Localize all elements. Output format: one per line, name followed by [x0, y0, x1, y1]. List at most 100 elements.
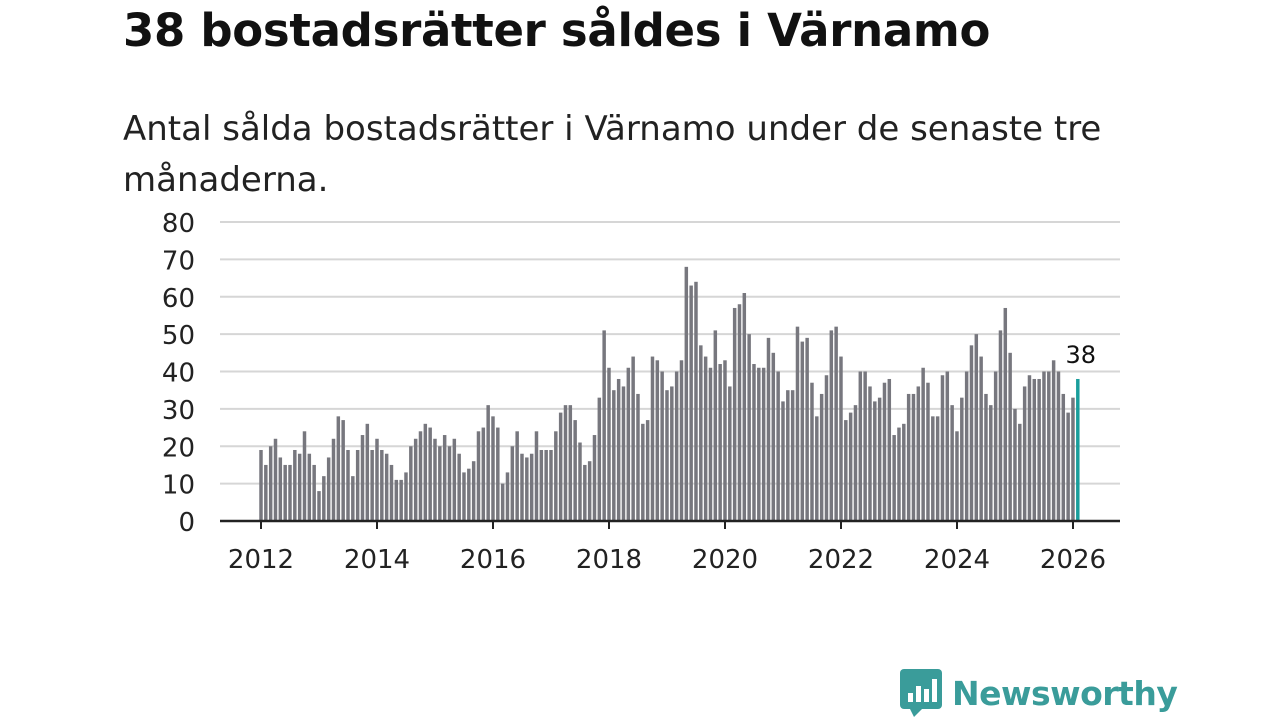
bar [761, 367, 766, 521]
bar [732, 307, 737, 521]
bar [974, 334, 979, 522]
bar [950, 405, 954, 521]
bar [931, 416, 935, 521]
bar [331, 438, 336, 521]
bar [515, 431, 519, 521]
newsworthy-logo: Newsworthy [900, 668, 1178, 718]
bar [834, 326, 838, 521]
bar [766, 337, 771, 521]
bar [365, 423, 370, 521]
last-value-label: 38 [1066, 341, 1097, 369]
bar [752, 364, 756, 521]
bar [776, 371, 780, 521]
bar [583, 464, 587, 521]
bar [723, 360, 727, 521]
bar [1071, 397, 1075, 521]
bar [824, 375, 829, 521]
bar [616, 378, 621, 521]
bar [1047, 371, 1051, 521]
bar [960, 397, 964, 521]
bar [322, 476, 326, 521]
bar [264, 464, 268, 521]
bar [892, 435, 896, 521]
bar [423, 423, 428, 521]
bar [703, 356, 708, 521]
bar [399, 479, 403, 521]
x-tick-label: 2020 [692, 545, 758, 575]
bar [471, 461, 476, 521]
bar [805, 337, 809, 521]
bar [853, 405, 858, 521]
bar [467, 468, 471, 521]
bar [418, 431, 423, 521]
bar [496, 427, 500, 521]
bar-latest [1076, 378, 1080, 521]
bar [979, 356, 983, 521]
y-tick-label: 40 [162, 359, 195, 389]
bar [902, 423, 906, 521]
bar [916, 386, 921, 521]
bar [1022, 386, 1027, 521]
bar [631, 356, 635, 521]
bar [699, 345, 703, 521]
bar [602, 330, 606, 521]
bar [380, 449, 384, 521]
bar [307, 453, 312, 521]
bar [713, 330, 718, 521]
bar [351, 476, 355, 521]
bar [273, 438, 278, 521]
bar [554, 431, 558, 521]
bar [887, 378, 892, 521]
x-tick-label: 2014 [344, 545, 410, 575]
bar [293, 449, 297, 521]
bar [433, 438, 437, 521]
bar [786, 390, 790, 521]
bar [998, 330, 1003, 521]
bar [810, 382, 814, 521]
bar [728, 386, 732, 521]
bar [742, 293, 747, 521]
y-axis-ticks: 0 10 20 30 40 50 60 70 80 [162, 209, 195, 538]
bar [375, 438, 379, 521]
bar [491, 416, 495, 521]
bar [670, 386, 674, 521]
y-tick-label: 60 [162, 284, 195, 314]
bar [447, 446, 452, 521]
x-tick-label: 2026 [1040, 545, 1106, 575]
bar [964, 371, 969, 521]
x-tick-label: 2012 [228, 545, 294, 575]
bar [302, 431, 307, 521]
bar [592, 435, 597, 521]
bar [1003, 307, 1008, 521]
bar [969, 345, 974, 521]
bar [694, 281, 698, 521]
bar [360, 435, 365, 521]
bar [906, 393, 911, 521]
bar [873, 401, 877, 521]
bar [955, 431, 959, 521]
bar [409, 446, 413, 521]
bar [1051, 360, 1056, 521]
bar [578, 442, 582, 521]
bar [674, 371, 679, 521]
bar [573, 420, 577, 521]
bar [935, 416, 940, 521]
bar [1013, 408, 1017, 522]
bar [718, 364, 722, 521]
bar [394, 479, 399, 521]
bar [641, 423, 645, 521]
brand-name: Newsworthy [952, 673, 1178, 713]
bar [660, 371, 664, 521]
bar [737, 304, 742, 521]
bar [384, 453, 389, 521]
bar [877, 397, 882, 521]
bar [993, 371, 998, 521]
bar [568, 405, 573, 521]
bar [655, 360, 660, 521]
bar [781, 401, 785, 521]
bar [626, 367, 631, 521]
bar [800, 341, 805, 521]
bar [500, 483, 505, 522]
chart-title: 38 bostadsrätter såldes i Värnamo [123, 4, 991, 57]
